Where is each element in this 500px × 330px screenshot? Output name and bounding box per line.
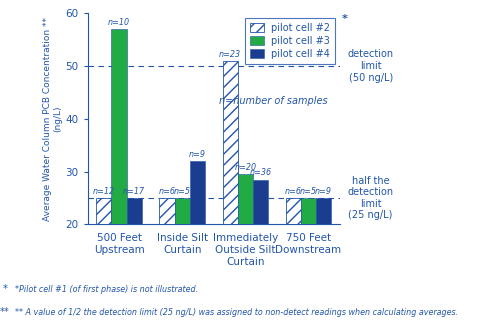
Bar: [126, 198, 142, 224]
Bar: [253, 180, 268, 224]
Text: n=5: n=5: [174, 187, 190, 196]
Bar: [160, 198, 174, 224]
Text: *: *: [342, 14, 347, 24]
Bar: [286, 198, 301, 224]
Bar: [238, 174, 253, 224]
Bar: [222, 61, 238, 224]
Text: n=6: n=6: [285, 187, 302, 196]
Text: detection
limit
(50 ng/L): detection limit (50 ng/L): [348, 50, 394, 82]
Text: n=10: n=10: [108, 18, 130, 27]
Text: n=17: n=17: [123, 187, 146, 196]
Text: n=9: n=9: [315, 187, 332, 196]
Bar: [174, 198, 190, 224]
Text: *Pilot cell #1 (of first phase) is not illustrated.: *Pilot cell #1 (of first phase) is not i…: [15, 285, 198, 294]
Text: n=20: n=20: [234, 163, 256, 172]
Bar: [112, 29, 126, 224]
Text: half the
detection
limit
(25 ng/L): half the detection limit (25 ng/L): [348, 176, 394, 220]
Text: *: *: [2, 284, 7, 294]
Text: **: **: [0, 307, 10, 317]
Bar: [190, 161, 205, 224]
Text: n=36: n=36: [250, 168, 272, 178]
Text: n=12: n=12: [93, 187, 115, 196]
Bar: [316, 198, 331, 224]
Bar: [301, 198, 316, 224]
Legend: pilot cell #2, pilot cell #3, pilot cell #4: pilot cell #2, pilot cell #3, pilot cell…: [245, 18, 335, 64]
Text: n=6: n=6: [158, 187, 176, 196]
Text: ** A value of 1/2 the detection limit (25 ng/L) was assigned to non-detect readi: ** A value of 1/2 the detection limit (2…: [15, 308, 458, 317]
Bar: [96, 198, 112, 224]
Text: n=number of samples: n=number of samples: [219, 96, 328, 106]
Text: n=23: n=23: [219, 50, 241, 59]
Y-axis label: Average Water Column PCB Concentration **
(ng/L): Average Water Column PCB Concentration *…: [43, 17, 62, 221]
Text: n=9: n=9: [189, 150, 206, 159]
Text: n=5: n=5: [300, 187, 317, 196]
